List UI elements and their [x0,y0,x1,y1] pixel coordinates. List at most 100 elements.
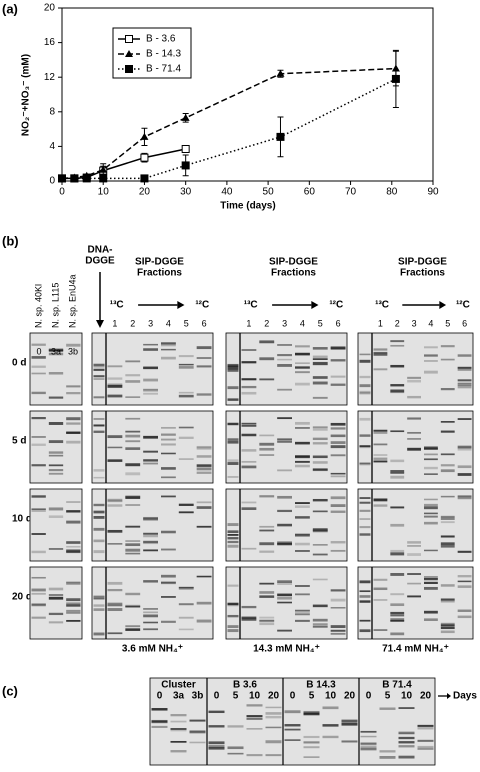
gel-band [178,426,194,429]
gel-band [265,740,282,744]
gel-band [178,603,194,606]
gel-band [178,586,194,589]
gel-band [359,359,371,363]
gel-band [373,578,388,581]
gel-band [125,360,141,363]
gel-band [424,360,438,362]
gel-band [424,466,438,470]
panel-label: (c) [2,683,18,698]
gel-band [295,382,310,386]
gel-band [440,535,455,538]
gel-band [170,740,187,743]
gel-band [390,573,405,576]
gel-band [93,430,105,433]
gel-band [246,728,263,730]
gel-band [277,354,292,357]
gel-band [312,528,328,532]
lane-label: 3a [173,691,185,702]
gel-band [31,495,46,498]
gel-band [312,437,328,441]
gel-band [330,510,346,513]
gel-band [93,363,105,367]
gel-band [440,626,455,630]
gel-band [440,453,455,456]
gel-band [161,548,176,551]
gel-band [125,605,141,608]
arrow-head [439,301,447,309]
gel-band [125,593,141,596]
reference-lane-label: N. sp. 40Kl [33,284,43,328]
y-tick-label: 20 [44,3,56,14]
gel-band [125,540,141,542]
gel-band [143,392,158,395]
gel-band [66,541,81,544]
fraction-label: 1 [246,318,251,328]
gel-band [93,596,105,599]
gel-band [178,363,194,366]
gel-band [390,552,405,556]
gel-band [330,496,346,500]
gel-band [457,615,472,619]
lane-label: 0 [157,691,163,702]
gel-band [440,521,455,524]
gel-band [241,349,257,351]
gel-band [196,525,212,528]
gel-band [107,365,123,368]
gel-band [360,747,377,751]
gel-band [284,728,301,731]
gel-band [31,417,46,420]
gel-band [48,548,64,550]
gel-band [178,355,194,358]
gel-band [66,417,81,421]
gel-band [312,623,328,625]
gel-band [125,504,141,506]
gel-title: SIP-DGGE [135,257,184,268]
gel-band [390,364,405,368]
gel-band [457,585,472,588]
gel-band [170,750,187,753]
gel-band [93,375,105,378]
gel-band [125,447,141,450]
gel-band [359,445,371,448]
gel-band [196,393,212,396]
gel-band [295,585,310,587]
gel-band [322,724,339,727]
fraction-label: 5 [318,318,323,328]
plot-frame [61,7,434,182]
gel-band [360,743,377,746]
gel-band [161,467,176,470]
gel-band [360,735,377,738]
fraction-label: 1 [112,318,117,328]
gel-band [265,715,282,719]
gel-band [125,463,141,467]
gel-band [93,418,105,420]
gel-band [208,746,225,750]
gel-title: SIP-DGGE [398,257,447,268]
gel-band [440,584,455,587]
gel-band [457,496,472,500]
gel-band [398,745,415,748]
gel-band [178,394,194,398]
gel-band [407,541,421,544]
gel-band [312,355,328,358]
gel-band [143,534,158,538]
group-label: B 14.3 [306,680,336,691]
gel-band [295,441,310,445]
gel-band [359,392,371,395]
gel-band [330,606,346,609]
gel-band [125,525,141,528]
y-axis-label: NO₂⁻+NO₃⁻ (mM) [21,54,32,136]
gel-band [277,629,292,632]
x-tick-label: 10 [98,187,110,198]
gel-band [312,553,328,556]
gel-band [312,578,328,581]
gel-band [424,618,438,621]
y-tick-label: 4 [49,141,55,152]
gel-band [424,578,438,580]
gel-band [31,533,46,535]
gel-band [359,533,371,536]
gel-band [107,394,123,398]
gel-band [330,632,346,635]
gel-band [48,372,64,375]
gel-band [457,609,472,612]
